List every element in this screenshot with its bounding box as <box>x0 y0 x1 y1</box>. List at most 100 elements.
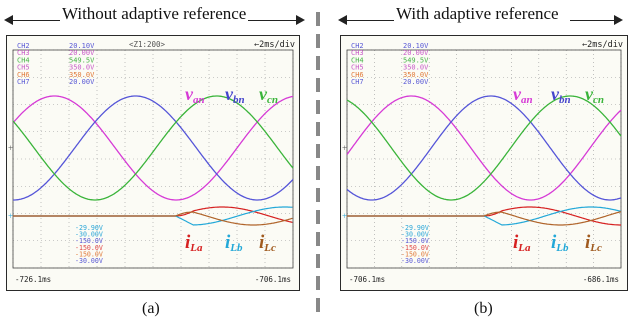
panel-a-arrow-left-icon <box>4 15 13 25</box>
current-label-sub: Lb <box>229 242 243 254</box>
waveform-i-Lb <box>347 206 622 226</box>
lower-value: -150.0V <box>75 237 103 245</box>
time-left: -726.1ms <box>15 275 51 284</box>
channel-value: 20.10V <box>403 42 429 50</box>
lower-value: -29.90V <box>401 224 429 232</box>
waveform-v-bn <box>13 95 294 201</box>
panel-a-arrow-line-right <box>248 20 296 21</box>
lower-value: -30.00V <box>401 257 429 265</box>
panel-b-heading: With adaptive reference <box>396 4 559 23</box>
current-label: iLa <box>185 232 203 254</box>
voltage-label: vbn <box>225 84 245 106</box>
voltage-label: vcn <box>259 84 278 106</box>
timebase-label: ←2ms/div <box>582 40 623 50</box>
channel-name: CH4 <box>17 56 30 64</box>
voltage-label: van <box>185 84 205 106</box>
voltage-label-sub: cn <box>593 94 604 106</box>
channel-value: 549.5V <box>69 56 95 64</box>
grid-frame <box>12 49 294 269</box>
scope-plot-b: ←2ms/div CH2 20.10V CH3 20.00V CH4 549.5V CH5 35… <box>342 40 623 284</box>
current-label-sub: La <box>189 242 203 254</box>
ground-marker: + <box>8 211 13 221</box>
channel-value: 20.10V <box>69 42 95 50</box>
panel-b-arrow-line-right <box>570 20 614 21</box>
channel-value: 549.5V <box>403 56 429 64</box>
scope-grid <box>346 49 622 269</box>
channel-name: CH2 <box>17 42 30 50</box>
lower-value: -150.0V <box>401 237 429 245</box>
waveform-v-cn <box>12 95 294 201</box>
channel-value: 20.00V <box>69 49 95 57</box>
current-label-sub: Lc <box>263 242 276 254</box>
scope-grid <box>12 49 294 269</box>
panel-a-arrow-line <box>12 20 60 21</box>
channel-value: 350.0V <box>403 71 429 79</box>
current-label: iLc <box>259 232 276 254</box>
channel-name: CH2 <box>351 42 364 50</box>
grid-frame <box>346 49 622 269</box>
channel-value: 350.0V <box>69 71 95 79</box>
ground-marker: + <box>8 143 13 153</box>
current-label: iLa <box>513 232 531 254</box>
caption-a: (a) <box>142 300 160 317</box>
time-left: -706.1ms <box>349 275 385 284</box>
waveform-v-bn <box>346 95 622 201</box>
voltage-label-sub: an <box>521 94 533 106</box>
current-label-sub: Lc <box>589 242 602 254</box>
lower-value: -30.00V <box>401 231 429 239</box>
panel-b-arrow-left-icon <box>338 15 347 25</box>
panel-a-heading: Without adaptive reference <box>62 4 247 23</box>
voltage-label-sub: bn <box>559 94 571 106</box>
voltage-label-sub: an <box>193 94 205 106</box>
current-label: iLc <box>585 232 602 254</box>
current-label: iLb <box>551 232 569 254</box>
panel-divider <box>316 12 320 315</box>
voltage-label-sub: bn <box>233 94 245 106</box>
channel-name: CH7 <box>351 78 364 86</box>
zoom-label: <Z1:200> <box>129 40 166 49</box>
caption-b: (b) <box>474 300 493 317</box>
lower-value: -30.00V <box>75 257 103 265</box>
channel-name: CH5 <box>17 64 30 72</box>
lower-value: -150.0V <box>401 244 429 252</box>
panel-a-arrow-right-icon <box>296 15 305 25</box>
waveform-v-cn <box>346 95 622 201</box>
scope-panel-b: ←2ms/div CH2 20.10V CH3 20.00V CH4 549.5V CH5 35… <box>340 35 628 291</box>
lower-value: -30.00V <box>75 231 103 239</box>
waveform-i-La <box>13 206 293 223</box>
channel-value: 20.00V <box>403 49 429 57</box>
channel-name: CH3 <box>17 49 30 57</box>
time-right: -706.1ms <box>255 275 291 284</box>
voltage-label: vbn <box>551 84 571 106</box>
channel-value: 20.00V <box>69 78 95 86</box>
panel-b-arrow-right-icon <box>614 15 623 25</box>
waveform-i-Lb <box>13 206 293 226</box>
panel-b-arrow-line <box>346 20 394 21</box>
channel-name: CH7 <box>17 78 30 86</box>
channel-name: CH6 <box>17 71 30 79</box>
lower-value: -150.0V <box>401 250 429 258</box>
voltage-label: vcn <box>585 84 604 106</box>
channel-name: CH4 <box>351 56 364 64</box>
channel-value: 20.00V <box>403 78 429 86</box>
waveform-i-Lc <box>13 211 293 226</box>
channel-name: CH6 <box>351 71 364 79</box>
lower-value: -29.90V <box>75 224 103 232</box>
time-right: -686.1ms <box>583 275 619 284</box>
waveform-i-La <box>347 206 621 226</box>
channel-name: CH3 <box>351 49 364 57</box>
scope-plot-a: ←2ms/div <Z1:200> CH2 20.10V CH3 20.00V CH4 549… <box>8 40 295 284</box>
ground-marker: + <box>342 211 347 221</box>
channel-value: 350.0V <box>69 64 95 72</box>
scope-panel-a: ←2ms/div <Z1:200> CH2 20.10V CH3 20.00V CH4 549… <box>6 35 300 291</box>
ground-marker: + <box>342 143 347 153</box>
current-label: iLb <box>225 232 243 254</box>
voltage-label-sub: cn <box>267 94 278 106</box>
lower-value: -150.0V <box>75 244 103 252</box>
waveform-i-Lc <box>347 211 622 226</box>
current-label-sub: Lb <box>555 242 569 254</box>
timebase-label: ←2ms/div <box>254 40 295 50</box>
channel-name: CH5 <box>351 64 364 72</box>
waveform-v-an <box>12 95 294 201</box>
lower-value: -150.0V <box>75 250 103 258</box>
